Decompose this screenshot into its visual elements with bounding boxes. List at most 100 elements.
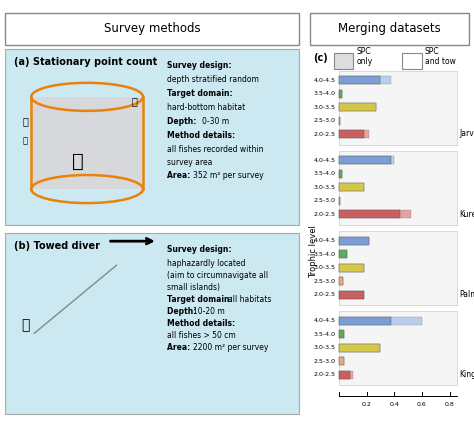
- Text: Trophic level: Trophic level: [309, 225, 318, 278]
- Text: 2.5-3.0: 2.5-3.0: [314, 198, 336, 203]
- FancyBboxPatch shape: [5, 13, 299, 45]
- Bar: [339, 277, 343, 285]
- Text: all fishes > 50 cm: all fishes > 50 cm: [166, 331, 235, 341]
- Text: Kingman: Kingman: [460, 370, 474, 379]
- Bar: [339, 130, 369, 138]
- Text: 3.0-3.5: 3.0-3.5: [314, 345, 336, 350]
- Text: 2.5-3.0: 2.5-3.0: [314, 118, 336, 123]
- Text: 2.0-2.5: 2.0-2.5: [314, 132, 336, 137]
- Bar: [339, 357, 345, 365]
- Bar: [339, 90, 342, 98]
- Text: (b) Towed diver: (b) Towed diver: [14, 241, 100, 251]
- Text: 2.5-3.0: 2.5-3.0: [314, 279, 336, 284]
- Text: 0.2: 0.2: [362, 402, 372, 406]
- Bar: [339, 184, 364, 192]
- Text: 0.4: 0.4: [389, 402, 399, 406]
- Bar: [339, 170, 342, 178]
- FancyBboxPatch shape: [339, 231, 456, 306]
- Text: Method details:: Method details:: [166, 131, 235, 140]
- Text: 10-20 m: 10-20 m: [193, 307, 225, 316]
- FancyBboxPatch shape: [5, 49, 299, 225]
- Bar: [339, 317, 422, 325]
- Bar: [339, 371, 350, 379]
- Bar: [339, 90, 342, 98]
- Bar: [339, 250, 347, 258]
- Text: 🦈: 🦈: [131, 96, 137, 106]
- Bar: [339, 157, 394, 165]
- Text: 4.0-4.5: 4.0-4.5: [314, 158, 336, 163]
- Text: Depth:: Depth:: [166, 307, 199, 316]
- Text: all fishes recorded within: all fishes recorded within: [166, 145, 263, 154]
- Bar: [339, 277, 343, 285]
- Bar: [339, 237, 369, 245]
- Bar: [339, 237, 369, 245]
- Text: 2.0-2.5: 2.0-2.5: [314, 212, 336, 217]
- Bar: [339, 130, 364, 138]
- Text: Palmyra: Palmyra: [460, 289, 474, 299]
- Text: 0-30 m: 0-30 m: [202, 117, 229, 126]
- Text: 🐟: 🐟: [23, 136, 28, 146]
- Text: 3.0-3.5: 3.0-3.5: [314, 185, 336, 190]
- Bar: [339, 317, 392, 325]
- Bar: [339, 211, 411, 219]
- Bar: [339, 291, 364, 299]
- Bar: [339, 250, 347, 258]
- Text: survey area: survey area: [166, 158, 212, 167]
- Text: 3.0-3.5: 3.0-3.5: [314, 265, 336, 270]
- Text: all habitats: all habitats: [228, 295, 272, 304]
- Text: 352 m² per survey: 352 m² per survey: [193, 171, 264, 180]
- Bar: [339, 330, 345, 338]
- Bar: [339, 291, 364, 299]
- Bar: [339, 344, 381, 352]
- Text: 3.5-4.0: 3.5-4.0: [314, 91, 336, 96]
- Bar: [339, 103, 376, 111]
- Text: Merging datasets: Merging datasets: [338, 22, 441, 35]
- Bar: [334, 53, 353, 69]
- Text: (aim to circumnavigate all: (aim to circumnavigate all: [166, 271, 268, 280]
- Text: SPC
and tow: SPC and tow: [425, 47, 456, 66]
- Text: Survey design:: Survey design:: [166, 61, 231, 70]
- Bar: [339, 197, 340, 205]
- Bar: [339, 76, 381, 84]
- Text: Target domain:: Target domain:: [166, 295, 235, 304]
- Text: SPC
only: SPC only: [356, 47, 373, 66]
- FancyBboxPatch shape: [339, 311, 456, 386]
- Text: 0.6: 0.6: [417, 402, 427, 406]
- FancyBboxPatch shape: [310, 13, 469, 45]
- Bar: [339, 264, 364, 272]
- Text: 4.0-4.5: 4.0-4.5: [314, 238, 336, 243]
- Text: Target domain:: Target domain:: [166, 89, 232, 98]
- Text: Method details:: Method details:: [166, 319, 235, 328]
- Bar: [402, 53, 421, 69]
- Text: 2.0-2.5: 2.0-2.5: [314, 372, 336, 377]
- Polygon shape: [31, 97, 143, 189]
- Text: 3.5-4.0: 3.5-4.0: [314, 332, 336, 337]
- Text: 3.0-3.5: 3.0-3.5: [314, 105, 336, 110]
- Bar: [339, 211, 400, 219]
- Bar: [339, 103, 376, 111]
- Bar: [339, 330, 345, 338]
- Text: 🤿: 🤿: [73, 151, 84, 170]
- FancyBboxPatch shape: [339, 71, 456, 145]
- Text: 4.0-4.5: 4.0-4.5: [314, 318, 336, 323]
- Text: Survey design:: Survey design:: [166, 245, 231, 254]
- Text: 3.5-4.0: 3.5-4.0: [314, 252, 336, 257]
- Text: (c): (c): [313, 53, 328, 63]
- Text: Kure: Kure: [460, 209, 474, 219]
- FancyBboxPatch shape: [339, 151, 456, 225]
- Text: 3.5-4.0: 3.5-4.0: [314, 171, 336, 176]
- Bar: [339, 157, 392, 165]
- Text: small islands): small islands): [166, 283, 219, 292]
- Text: haphazardly located: haphazardly located: [166, 259, 245, 268]
- Bar: [339, 357, 345, 365]
- Bar: [339, 170, 342, 178]
- Text: Survey methods: Survey methods: [103, 22, 200, 35]
- Bar: [339, 344, 381, 352]
- Text: 🐟: 🐟: [22, 116, 28, 126]
- Text: Area:: Area:: [166, 171, 192, 180]
- Bar: [339, 117, 340, 125]
- Bar: [339, 371, 353, 379]
- Text: 0.8: 0.8: [445, 402, 455, 406]
- Text: depth stratified random: depth stratified random: [166, 75, 258, 84]
- Bar: [339, 117, 340, 125]
